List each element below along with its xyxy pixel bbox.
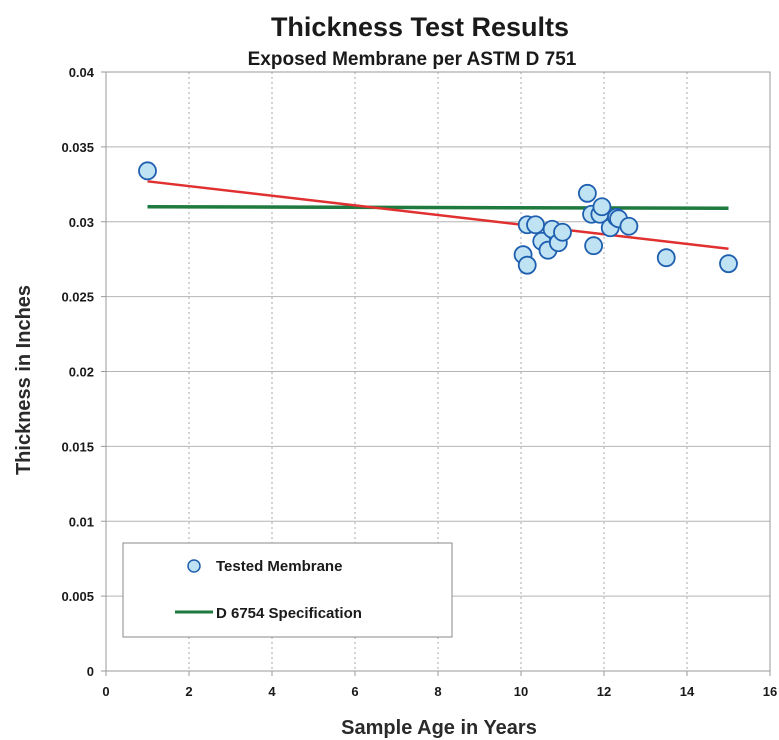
chart-title: Thickness Test Results [271,12,569,42]
y-tick-label: 0.01 [69,514,94,529]
data-point [619,216,639,236]
grid [106,72,770,671]
x-tick-label: 2 [185,684,192,699]
x-tick-label: 0 [102,684,109,699]
x-tick-label: 8 [434,684,441,699]
x-tick-label: 16 [763,684,777,699]
series [138,161,738,275]
data-point [517,255,537,275]
data-point [138,161,157,181]
axis-ticks: 0 0.005 0.01 0.015 0.02 0.025 0.03 0.035 0.04 0 2 4… [61,65,777,699]
y-tick-label: 0 [87,664,94,679]
x-tick-label: 12 [597,684,611,699]
y-tick-label: 0.04 [69,65,95,80]
trend-line [147,180,729,250]
data-point [592,197,612,217]
data-point [584,236,604,256]
y-tick-label: 0.005 [61,589,94,604]
data-point [526,215,545,235]
y-tick-label: 0.035 [61,140,94,155]
x-tick-label: 10 [514,684,528,699]
x-tick-label: 4 [268,684,276,699]
legend-box [122,542,453,638]
x-axis-label: Sample Age in Years [341,717,537,739]
legend-label-specification: D 6754 Specification [216,605,362,622]
y-tick-label: 0.03 [69,215,94,230]
data-point [553,222,572,242]
specification-line [147,205,729,211]
legend-label-tested-membrane: Tested Membrane [216,558,342,575]
y-tick-label: 0.015 [61,439,94,454]
legend: Tested Membrane D 6754 Specification [122,542,453,638]
x-tick-label: 6 [351,684,358,699]
data-point [656,248,676,268]
data-point [719,254,738,274]
x-tick-label: 14 [680,684,695,699]
y-axis-label: Thickness in Inches [13,285,35,475]
chart-subtitle: Exposed Membrane per ASTM D 751 [248,49,577,70]
legend-marker-tested-membrane [187,559,201,573]
data-point [578,183,597,203]
y-tick-label: 0.025 [61,290,94,305]
y-tick-label: 0.02 [69,365,94,380]
